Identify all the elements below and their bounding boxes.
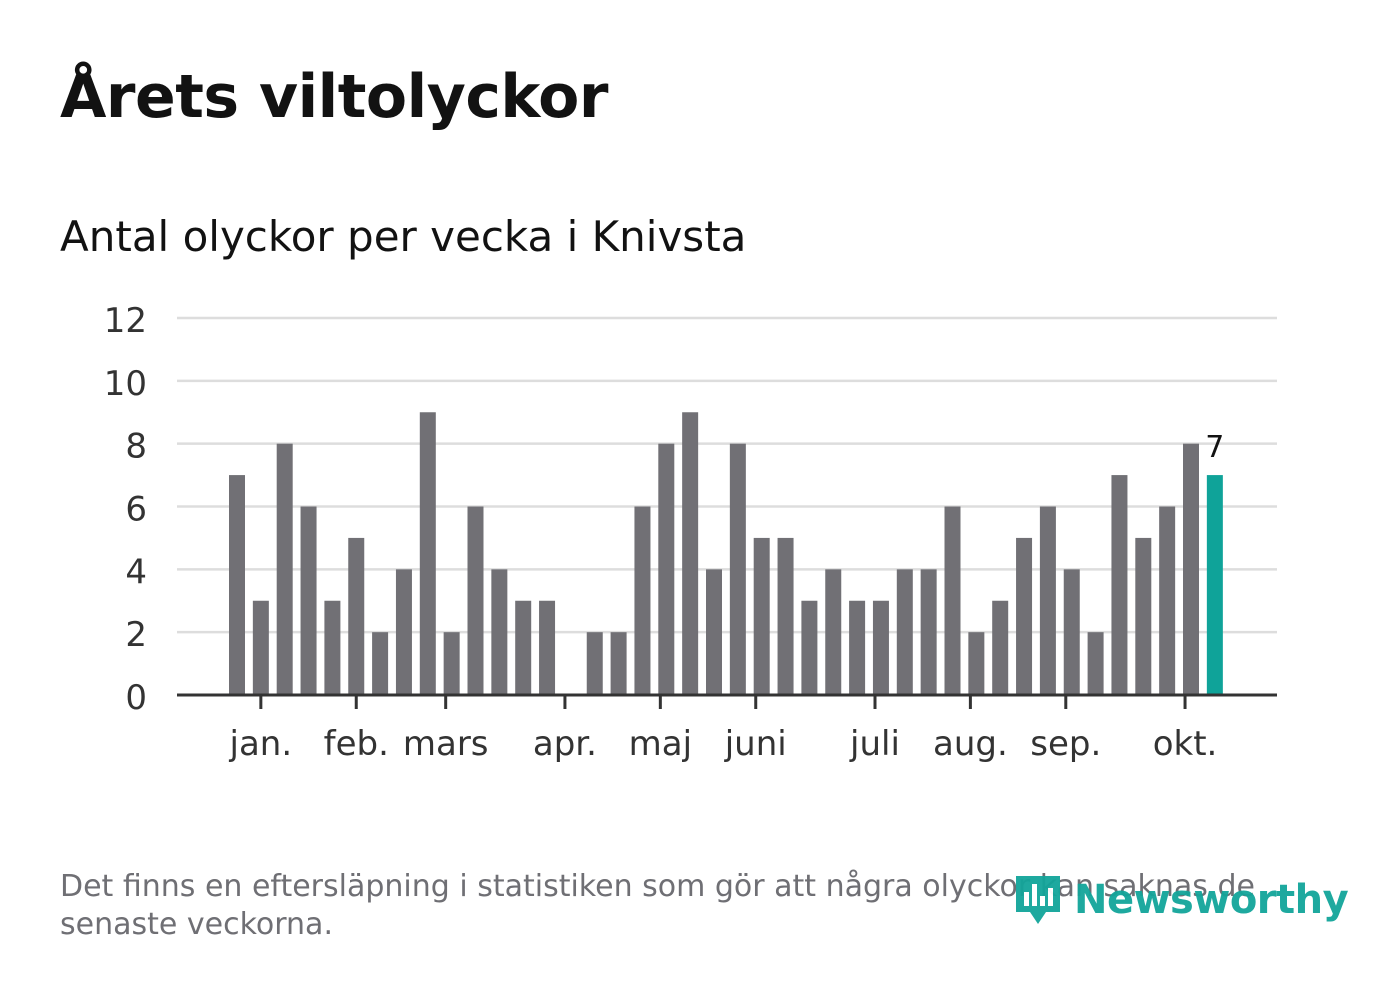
- bar: [1087, 632, 1104, 695]
- bar: [1039, 506, 1056, 695]
- x-tick-label: juni: [724, 724, 787, 764]
- bar: [1135, 537, 1152, 695]
- bar: [682, 412, 699, 695]
- bar: [968, 632, 985, 695]
- chart-subtitle: Antal olyckor per vecka i Knivsta: [60, 212, 747, 261]
- bar: [252, 600, 269, 695]
- bar: [896, 569, 913, 695]
- y-tick-label: 8: [125, 427, 147, 467]
- bar: [706, 569, 722, 695]
- x-tick-label: feb.: [324, 724, 389, 764]
- y-tick-label: 10: [104, 364, 147, 404]
- bar: [1183, 443, 1199, 695]
- bar: [872, 600, 889, 695]
- bar: [276, 443, 293, 695]
- bar: [372, 632, 389, 695]
- bar: [610, 632, 627, 695]
- y-tick-label: 0: [125, 678, 147, 718]
- bar: [443, 632, 460, 695]
- bar: [300, 506, 317, 695]
- highlighted-bar: [1206, 475, 1223, 695]
- y-axis-tick-labels: 0 2 4 6 8 10 12: [104, 301, 147, 718]
- x-tick-label: sep.: [1030, 724, 1101, 764]
- x-axis: [177, 693, 1277, 709]
- highlight-value-label: 7: [1205, 430, 1224, 465]
- bar: [729, 443, 746, 695]
- bar: [849, 600, 866, 695]
- y-tick-label: 6: [125, 490, 147, 530]
- bar: [801, 600, 818, 695]
- bar: [1063, 569, 1080, 695]
- x-tick-label: maj: [629, 724, 692, 764]
- bar: [1111, 475, 1128, 695]
- bar: [395, 569, 412, 695]
- bar: [777, 537, 794, 695]
- x-tick-label: aug.: [933, 724, 1008, 764]
- y-tick-label: 12: [104, 301, 147, 341]
- x-tick-label: jan.: [229, 724, 293, 764]
- bar: [992, 600, 1009, 695]
- bar: [825, 569, 842, 695]
- x-tick-label: apr.: [533, 724, 597, 764]
- newsworthy-logo: Newsworthy: [1010, 872, 1349, 928]
- bar: [920, 569, 937, 695]
- bar: [753, 537, 770, 695]
- bar: [634, 506, 651, 695]
- bar: [539, 600, 556, 695]
- bar: [944, 506, 961, 695]
- bar: [491, 569, 508, 695]
- bar-chart: 0 2 4 6 8 10 12 jan. feb. mars apr. maj juni juli aug…: [104, 301, 1277, 764]
- bar: [229, 475, 245, 695]
- x-tick-label: okt.: [1153, 724, 1218, 764]
- bar: [586, 632, 603, 695]
- y-tick-label: 2: [125, 615, 147, 655]
- bar: [467, 506, 484, 695]
- x-axis-tick-labels: jan. feb. mars apr. maj juni juli aug. sep. okt.: [229, 724, 1218, 764]
- y-tick-label: 4: [125, 552, 147, 592]
- bar: [324, 600, 341, 695]
- bar: [658, 443, 675, 695]
- bar: [515, 600, 532, 695]
- data-labels: 7: [1205, 430, 1224, 465]
- chart-title: Årets viltolyckor: [60, 62, 609, 132]
- x-tick-label: mars: [403, 724, 489, 764]
- bar: [419, 412, 436, 695]
- bar: [1159, 506, 1176, 695]
- bar: [348, 537, 365, 695]
- newsworthy-bars-icon: [1016, 876, 1060, 924]
- logo-text: Newsworthy: [1074, 877, 1349, 923]
- bars: [229, 412, 1223, 695]
- x-tick-label: juli: [849, 724, 900, 764]
- bar: [1016, 537, 1033, 695]
